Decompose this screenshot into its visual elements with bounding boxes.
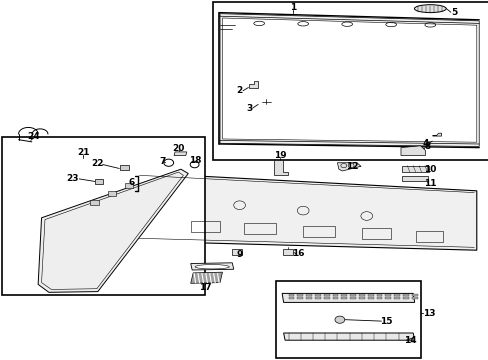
Text: 7: 7 [159, 157, 165, 166]
Text: 16: 16 [291, 249, 304, 258]
Polygon shape [337, 163, 360, 171]
Polygon shape [432, 133, 441, 136]
Bar [349, 294, 355, 296]
Bar [297, 297, 303, 299]
Text: 11: 11 [423, 179, 436, 188]
Text: 5: 5 [451, 8, 457, 17]
Bar [411, 297, 417, 299]
Bar [244, 223, 276, 234]
Polygon shape [220, 14, 478, 147]
Bar [411, 294, 417, 296]
Polygon shape [283, 333, 414, 340]
Polygon shape [282, 293, 414, 302]
Text: 24: 24 [27, 132, 40, 141]
Bar [332, 294, 338, 296]
Text: 23: 23 [66, 175, 79, 184]
Bar [341, 297, 346, 299]
Text: 15: 15 [379, 317, 392, 325]
Bar [332, 297, 338, 299]
Bar [376, 297, 382, 299]
Bar [361, 228, 390, 239]
Bar [402, 297, 408, 299]
Bar [297, 294, 303, 296]
Bar [95, 179, 103, 184]
Bar [385, 297, 390, 299]
Polygon shape [249, 81, 258, 88]
Circle shape [334, 316, 344, 323]
Bar [314, 294, 320, 296]
Text: 3: 3 [246, 104, 252, 113]
Text: 14: 14 [404, 336, 416, 345]
Polygon shape [401, 176, 427, 181]
Ellipse shape [414, 5, 445, 13]
Text: 10: 10 [423, 165, 436, 174]
Bar [367, 294, 373, 296]
Polygon shape [282, 249, 293, 255]
Bar [120, 165, 128, 170]
Text: 20: 20 [172, 144, 184, 153]
Text: 2: 2 [236, 86, 242, 95]
Bar [367, 297, 373, 299]
Bar [212, 2, 488, 160]
Text: 9: 9 [236, 251, 243, 259]
Bar [358, 297, 364, 299]
Polygon shape [137, 173, 476, 250]
Polygon shape [400, 146, 425, 156]
Bar [341, 294, 346, 296]
Bar [305, 294, 311, 296]
Polygon shape [273, 160, 287, 175]
Text: 8: 8 [424, 143, 430, 152]
Text: 1: 1 [290, 4, 296, 13]
Polygon shape [190, 263, 233, 270]
Bar [385, 294, 390, 296]
Bar [305, 297, 311, 299]
Text: 6: 6 [129, 178, 135, 187]
Bar [288, 297, 294, 299]
Bar [376, 294, 382, 296]
Bar [415, 231, 442, 242]
Polygon shape [401, 166, 428, 172]
Bar [2, 137, 205, 295]
Bar [402, 294, 408, 296]
Text: 12: 12 [345, 162, 358, 171]
Text: 4: 4 [421, 139, 428, 148]
Bar [393, 297, 399, 299]
Polygon shape [232, 249, 242, 255]
Ellipse shape [195, 265, 229, 269]
Bar [190, 221, 220, 231]
Bar [90, 200, 99, 205]
Bar [124, 183, 133, 188]
Polygon shape [222, 18, 476, 142]
Bar [314, 297, 320, 299]
Text: 22: 22 [91, 159, 104, 168]
Bar [107, 191, 116, 196]
Text: 19: 19 [273, 152, 286, 161]
Bar [358, 294, 364, 296]
Bar [349, 297, 355, 299]
Text: 13: 13 [422, 309, 435, 318]
Polygon shape [38, 169, 188, 292]
Text: 21: 21 [77, 148, 89, 157]
Polygon shape [190, 272, 222, 283]
Bar [323, 297, 329, 299]
Bar [276, 281, 420, 358]
Polygon shape [174, 152, 186, 156]
Bar [393, 294, 399, 296]
Bar [303, 226, 334, 237]
Bar [323, 294, 329, 296]
Text: 17: 17 [199, 284, 211, 292]
Text: 18: 18 [189, 156, 202, 165]
Bar [288, 294, 294, 296]
